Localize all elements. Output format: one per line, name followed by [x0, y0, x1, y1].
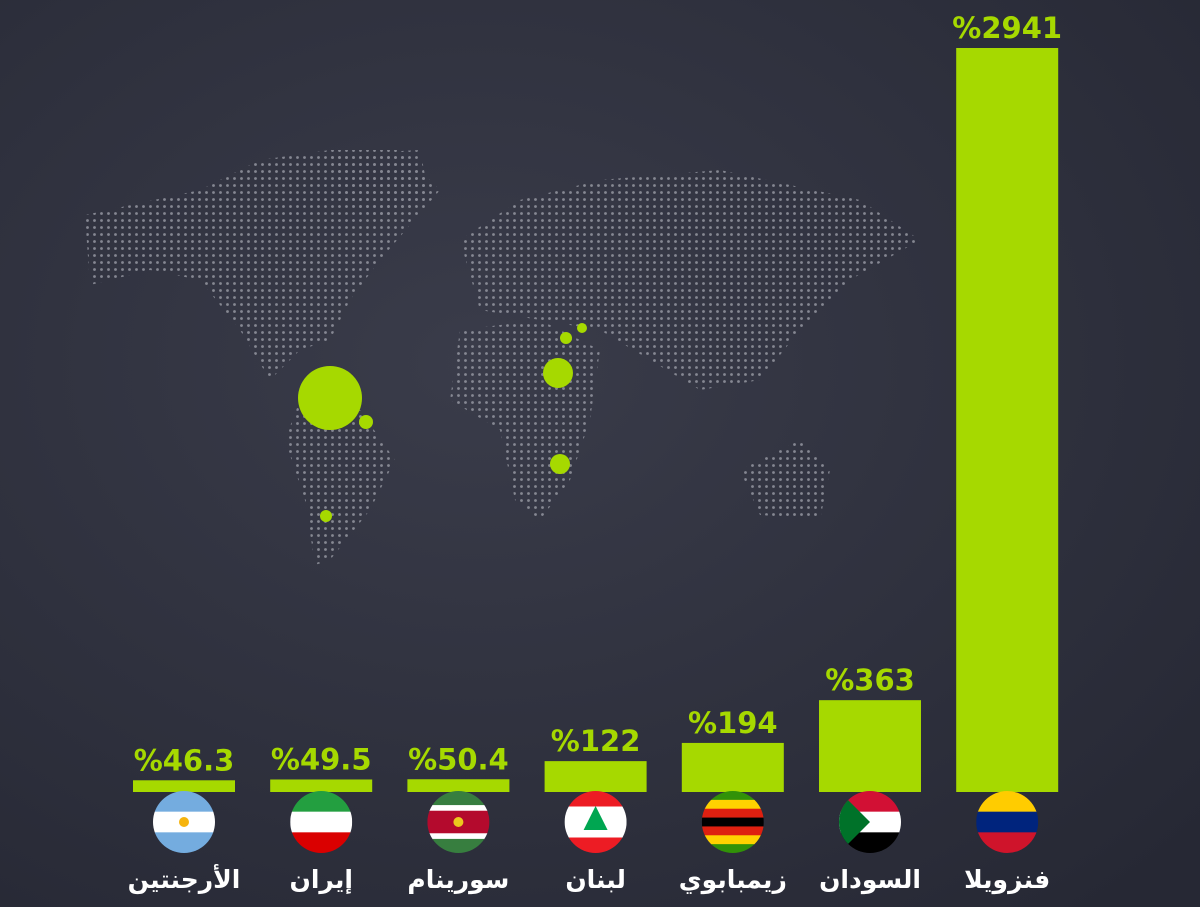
flag: [290, 791, 353, 853]
category-label: الأرجنتين: [128, 864, 241, 895]
flag-stripe: [290, 791, 353, 813]
value-label: %122: [551, 724, 641, 758]
map-markers: [298, 323, 587, 522]
flag-stripe: [290, 811, 353, 833]
flag-stripe: [976, 791, 1039, 813]
category-label: السودان: [819, 865, 921, 895]
flag-stripe: [976, 811, 1039, 833]
flag-stripe: [701, 835, 764, 845]
value-label: %46.3: [134, 743, 235, 777]
flag-stripe: [290, 832, 353, 853]
category-label: إيران: [289, 865, 352, 895]
flag-stripe: [701, 808, 764, 819]
world-map: [85, 150, 920, 565]
flag: [153, 791, 215, 853]
category-label: زيمبابوي: [679, 865, 787, 895]
flag: [701, 791, 764, 853]
category-label: فنزويلا: [964, 865, 1050, 895]
flag-stripe: [701, 844, 764, 853]
value-label: %49.5: [271, 742, 372, 776]
category-label: سورينام: [407, 865, 509, 895]
bar: [544, 761, 647, 792]
flag-cedar: [583, 806, 608, 830]
flag-sun: [179, 817, 189, 827]
flag: [976, 791, 1039, 853]
value-label: %194: [688, 706, 778, 740]
value-label: %2941: [952, 11, 1062, 45]
flag-triangle: [839, 791, 870, 853]
flag: [564, 791, 627, 853]
value-label: %363: [825, 663, 915, 697]
bar: [956, 48, 1059, 792]
category-label: لبنان: [565, 865, 626, 894]
flag-star: [453, 817, 464, 827]
flag-stripe: [701, 791, 764, 801]
flag-stripe: [701, 817, 764, 827]
flag: [427, 791, 490, 853]
bar: [133, 780, 235, 792]
flag-stripe: [427, 805, 490, 812]
bar: [407, 779, 510, 792]
bar: [819, 700, 921, 792]
flag-stripe: [153, 791, 215, 813]
flag-stripe: [701, 799, 764, 810]
value-label: %50.4: [408, 742, 509, 776]
flag-stripe: [701, 826, 764, 836]
flag-stripe: [976, 832, 1039, 853]
flag-stripe: [153, 832, 215, 853]
flag: [839, 791, 901, 853]
bar: [681, 742, 784, 792]
bar: [270, 779, 373, 792]
flag-stripe: [427, 833, 490, 840]
